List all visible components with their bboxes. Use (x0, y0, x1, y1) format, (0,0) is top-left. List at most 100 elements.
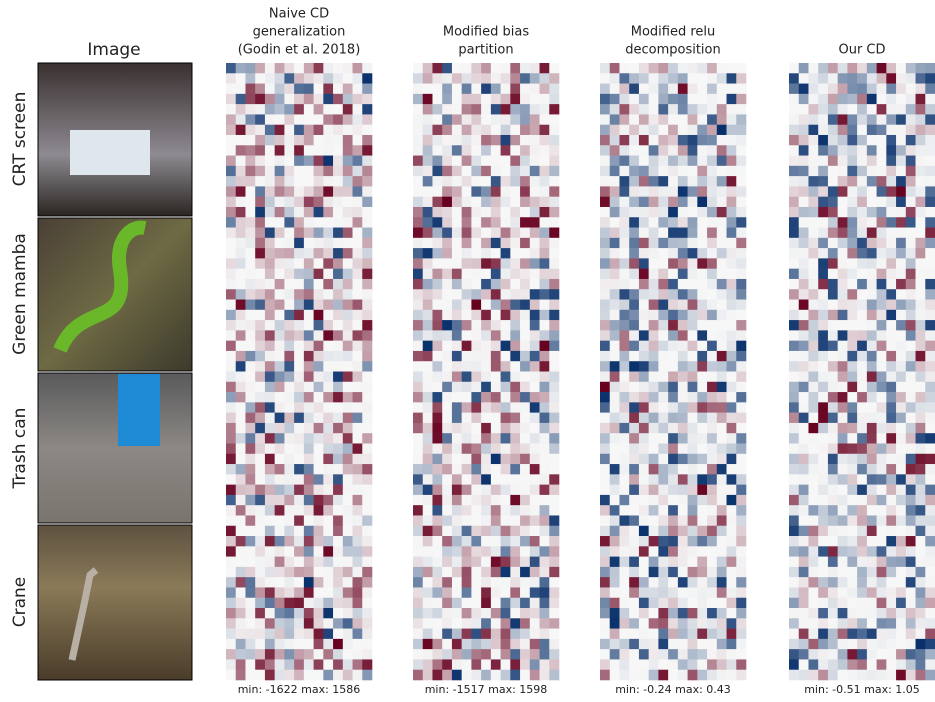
heatmap-cell (837, 392, 848, 403)
heatmap-cell (451, 176, 462, 187)
heatmap-cell (461, 248, 472, 259)
heatmap-cell (847, 227, 858, 239)
heatmap-cell (481, 186, 492, 197)
heatmap-cell (226, 361, 237, 372)
heatmap-cell (352, 566, 363, 578)
heatmap-cell (500, 227, 511, 239)
heatmap-cell (490, 165, 501, 177)
heatmap-cell (886, 278, 897, 290)
heatmap-cell (847, 196, 858, 208)
heatmap-cell (539, 597, 550, 609)
heatmap-cell (226, 536, 237, 547)
heatmap-cell (510, 114, 521, 125)
heatmap-cell (510, 83, 521, 95)
heatmap-cell (886, 546, 897, 557)
heatmap-cell (539, 638, 550, 650)
heatmap-cell (245, 83, 256, 95)
heatmap-cell (352, 320, 363, 331)
heatmap-cell (549, 134, 560, 146)
heatmap-cell (362, 638, 373, 650)
heatmap-cell (736, 546, 747, 557)
heatmap-cell (422, 484, 433, 496)
heatmap-cell (490, 505, 501, 516)
heatmap-cell (896, 361, 907, 372)
heatmap-cell (362, 443, 373, 455)
heatmap-cell (600, 289, 611, 300)
heatmap-cell (798, 484, 809, 496)
heatmap-cell (235, 134, 246, 146)
heatmap-cell (520, 330, 531, 341)
heatmap-cell (648, 494, 659, 506)
heatmap-cell (264, 402, 275, 413)
heatmap-cell (342, 484, 353, 496)
heatmap-cell (726, 237, 737, 249)
heatmap-cell (422, 412, 433, 424)
heatmap-cell (827, 546, 838, 557)
heatmap-cell (255, 309, 266, 321)
heatmap (789, 63, 935, 681)
heatmap-cell (600, 649, 611, 660)
heatmap-cell (500, 371, 511, 383)
heatmap-cell (818, 525, 829, 537)
heatmap-cell (451, 114, 462, 125)
heatmap-cell (600, 402, 611, 413)
heatmap-cell (549, 309, 560, 321)
heatmap-cell (866, 597, 877, 609)
heatmap-cell (529, 422, 540, 434)
heatmap-cell (668, 114, 679, 125)
heatmap-cell (707, 597, 718, 609)
heatmap-cell (668, 618, 679, 629)
heatmap-cell (866, 392, 877, 403)
heatmap-cell (549, 186, 560, 197)
heatmap-cell (716, 392, 727, 403)
heatmap-cell (520, 309, 531, 321)
heatmap-cell (539, 371, 550, 383)
heatmap-cell (461, 289, 472, 300)
heatmap-cell (226, 340, 237, 352)
heatmap-cell (707, 217, 718, 228)
heatmap-cell (539, 412, 550, 424)
heatmap-cell (442, 443, 453, 455)
heatmap-cell (342, 340, 353, 352)
heatmap-cell (510, 649, 521, 660)
heatmap-cell (866, 484, 877, 496)
heatmap-cell (500, 392, 511, 403)
heatmap-cell (677, 371, 688, 383)
heatmap-cell (342, 299, 353, 311)
heatmap-cell (648, 73, 659, 84)
heatmap-cell (687, 608, 698, 619)
heatmap-cell (490, 217, 501, 228)
heatmap-cell (876, 525, 887, 537)
heatmap-cell (432, 484, 443, 496)
heatmap-cell (857, 433, 868, 444)
heatmap-cell (697, 669, 708, 681)
heatmap-cell (284, 402, 295, 413)
heatmap-cell (451, 361, 462, 372)
heatmap-cell (529, 669, 540, 681)
heatmap-cell (500, 402, 511, 413)
heatmap-cell (876, 515, 887, 527)
heatmap-cell (245, 289, 256, 300)
heatmap-cell (500, 659, 511, 671)
heatmap-cell (798, 587, 809, 599)
heatmap-cell (857, 628, 868, 640)
heatmap-cell (294, 618, 305, 629)
heatmap-cell (827, 320, 838, 331)
heatmap-cell (736, 278, 747, 290)
heatmap-cell (235, 536, 246, 547)
heatmap-cell (638, 93, 649, 105)
heatmap-cell (284, 422, 295, 434)
heatmap-cell (668, 536, 679, 547)
heatmap-cell (520, 361, 531, 372)
heatmap-cell (461, 114, 472, 125)
heatmap-cell (274, 412, 285, 424)
heatmap-cell (303, 309, 314, 321)
heatmap-cell (245, 206, 256, 218)
heatmap-cell (600, 494, 611, 506)
heatmap-cell (481, 330, 492, 341)
heatmap-cell (876, 649, 887, 660)
heatmap-cell (539, 628, 550, 640)
heatmap-cell (255, 638, 266, 650)
heatmap-cell (539, 63, 550, 74)
heatmap-cell (539, 453, 550, 465)
